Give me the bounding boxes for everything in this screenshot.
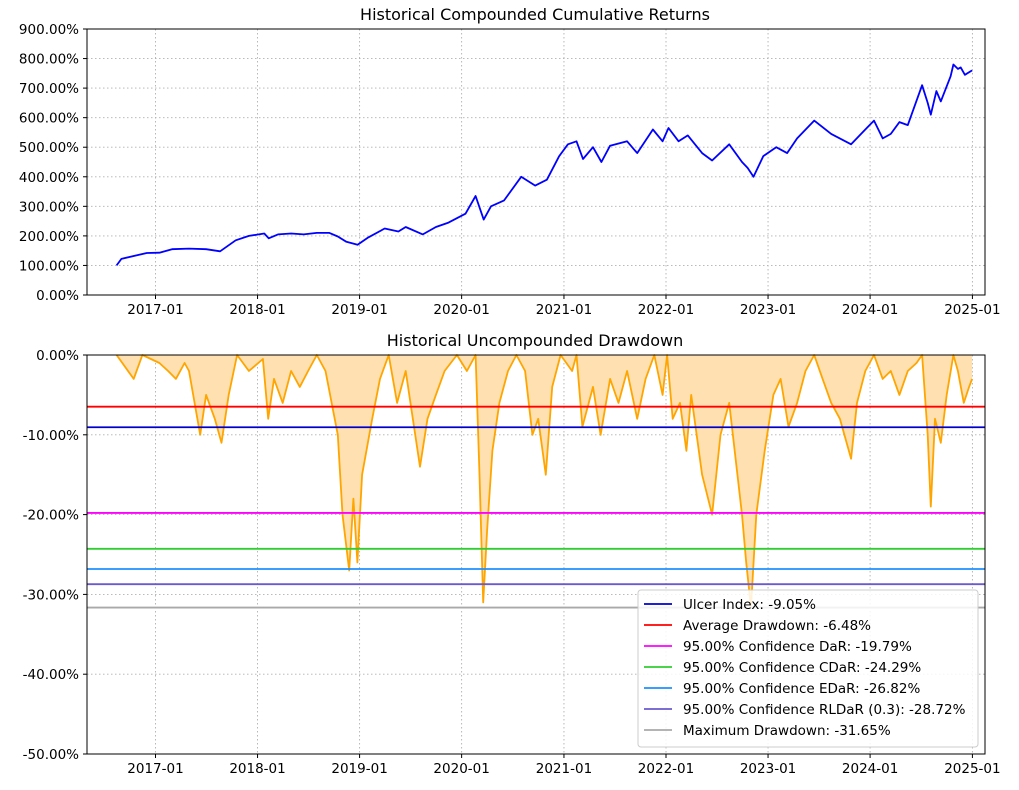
y-tick-label: 400.00% [19, 170, 79, 186]
legend-entry-label: Maximum Drawdown: -31.65% [683, 723, 891, 739]
chart-title-cumulative-returns: Historical Compounded Cumulative Returns [360, 5, 710, 24]
y-tick-label: 0.00% [36, 288, 79, 304]
x-tick-label: 2019-01 [331, 302, 387, 318]
y-tick-label: -10.00% [23, 428, 80, 444]
legend: Ulcer Index: -9.05% Average Drawdown: -6.… [637, 589, 979, 748]
ticks-cumulative-returns: 2017-01 2018-01 2019-01 2020-01 2021-01 2022-… [19, 22, 1001, 318]
legend-entry-label: 95.00% Confidence CDaR: -24.29% [683, 660, 921, 676]
legend-entry-label: 95.00% Confidence EDaR: -26.82% [683, 681, 920, 697]
x-tick-label: 2024-01 [842, 761, 898, 777]
y-tick-label: 700.00% [19, 81, 79, 97]
y-tick-label: 0.00% [36, 348, 79, 364]
legend-entry-label: Average Drawdown: -6.48% [683, 618, 871, 634]
y-tick-label: 100.00% [19, 258, 79, 274]
legend-entry-label: Ulcer Index: -9.05% [683, 597, 816, 613]
drawdown-area-fill [116, 355, 973, 608]
chart-title-drawdown: Historical Uncompounded Drawdown [387, 331, 683, 350]
x-tick-label: 2022-01 [638, 302, 694, 318]
series-cumulative-returns [115, 63, 973, 266]
axes-frame-cumulative-returns [86, 28, 986, 296]
x-tick-label: 2022-01 [638, 761, 694, 777]
x-tick-label: 2023-01 [740, 761, 796, 777]
y-tick-label: 800.00% [19, 52, 79, 68]
x-tick-label: 2021-01 [536, 302, 592, 318]
y-tick-label: -50.00% [23, 747, 80, 763]
x-tick-label: 2025-01 [944, 302, 1000, 318]
y-tick-label: 500.00% [19, 140, 79, 156]
y-tick-label: 300.00% [19, 199, 79, 215]
x-tick-label: 2020-01 [433, 302, 489, 318]
reference-lines [87, 405, 985, 609]
y-tick-label: 900.00% [19, 22, 79, 38]
legend-box [637, 589, 979, 748]
cumulative-returns-line [115, 63, 973, 266]
ticks-drawdown: 2017-01 2018-01 2019-01 2020-01 2021-01 2022-… [23, 348, 1001, 777]
x-tick-label: 2023-01 [740, 302, 796, 318]
x-tick-label: 2021-01 [536, 761, 592, 777]
legend-entry-label: 95.00% Confidence RLDaR (0.3): -28.72% [683, 702, 966, 718]
y-tick-label: -20.00% [23, 508, 80, 524]
x-tick-label: 2025-01 [944, 761, 1000, 777]
x-tick-label: 2018-01 [229, 302, 285, 318]
x-tick-label: 2017-01 [127, 761, 183, 777]
cumulative-returns-chart: Historical Compounded Cumulative Returns… [19, 5, 1001, 318]
y-tick-label: -40.00% [23, 667, 80, 683]
drawdown-line [115, 354, 973, 609]
x-tick-label: 2018-01 [229, 761, 285, 777]
drawdown-chart: Historical Uncompounded Drawdown 2017-01… [23, 331, 1001, 777]
x-tick-label: 2024-01 [842, 302, 898, 318]
series-drawdown [115, 354, 973, 609]
y-tick-label: -30.00% [23, 587, 80, 603]
x-tick-label: 2019-01 [331, 761, 387, 777]
y-tick-label: 200.00% [19, 229, 79, 245]
legend-entry-label: 95.00% Confidence DaR: -19.79% [683, 639, 912, 655]
x-tick-label: 2020-01 [433, 761, 489, 777]
y-tick-label: 600.00% [19, 111, 79, 127]
axes-frame-drawdown [86, 354, 986, 755]
x-tick-label: 2017-01 [127, 302, 183, 318]
